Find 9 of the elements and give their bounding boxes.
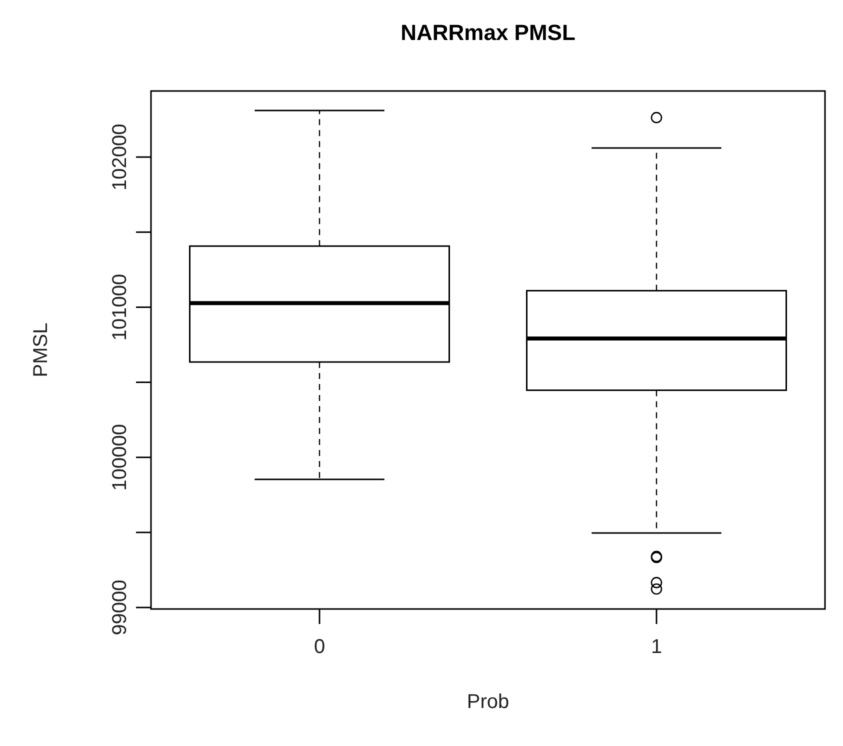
x-tick-label: 0 <box>314 636 326 658</box>
chart-title: NARRmax PMSL <box>400 20 576 45</box>
y-tick-label: 101000 <box>109 274 131 341</box>
x-tick-label: 1 <box>650 636 662 658</box>
y-axis-title: PMSL <box>30 322 52 378</box>
y-tick-label: 100000 <box>109 424 131 491</box>
y-tick-label: 99000 <box>109 580 131 636</box>
x-axis-title: Prob <box>466 691 510 713</box>
y-tick-label: 102000 <box>109 124 131 190</box>
